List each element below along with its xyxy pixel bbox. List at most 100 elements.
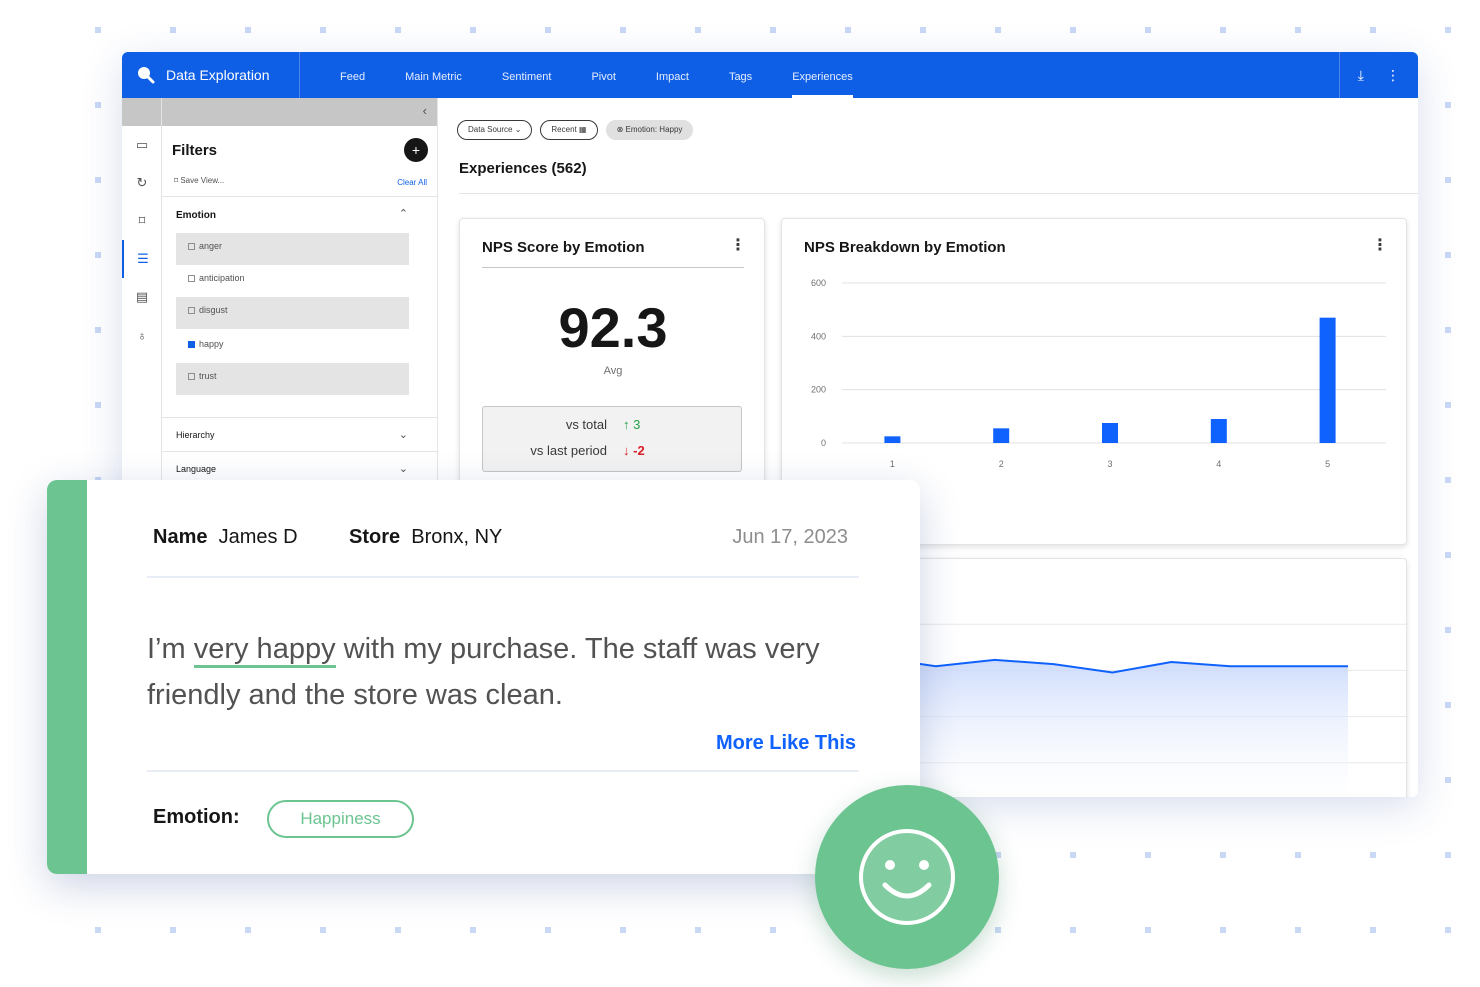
nav-impact[interactable]: Impact <box>655 71 689 83</box>
background-dot <box>995 27 1001 33</box>
vs-last-period-value: -2 <box>633 443 645 458</box>
review-accent-bar <box>47 480 87 874</box>
experiences-title: Experiences (562) <box>459 160 587 177</box>
recent-dropdown[interactable]: Recent ▦ <box>540 120 598 140</box>
divider <box>482 267 744 268</box>
bar <box>1319 317 1336 443</box>
nps-breakdown-bar-chart: 0 200 400 600 1 2 3 4 5 <box>811 278 1386 469</box>
overflow-menu-icon[interactable]: ⋮ <box>1372 237 1388 254</box>
name-label: Name <box>153 526 208 548</box>
x-tick-label: 5 <box>1325 459 1330 469</box>
emotion-section-label: Emotion <box>176 210 216 221</box>
checkbox[interactable] <box>188 275 195 282</box>
divider <box>147 770 859 772</box>
history-icon[interactable]: ↻ <box>136 175 148 190</box>
review-date: Jun 17, 2023 <box>732 526 848 548</box>
checkbox[interactable] <box>188 243 195 250</box>
hierarchy-filter-section[interactable]: Hierarchy ⌄ <box>162 418 438 452</box>
pin-icon[interactable]: ♁ <box>137 327 147 343</box>
chevron-left-icon[interactable]: ‹ <box>422 103 427 118</box>
background-dot <box>1445 777 1451 783</box>
top-actions: ⤓ ⋮ <box>1338 52 1418 98</box>
filter-option-happy[interactable]: happy <box>176 331 409 363</box>
background-dot <box>770 27 776 33</box>
chevron-down-icon[interactable]: ⌄ <box>398 463 408 475</box>
background-dot <box>845 27 851 33</box>
y-tick-label: 400 <box>811 331 826 341</box>
sliders-icon[interactable]: ☰ <box>122 240 162 278</box>
nps-card-title: NPS Score by Emotion <box>482 239 645 256</box>
filters-title: Filters <box>172 142 218 159</box>
review-text: I’m very happy with my purchase. The sta… <box>147 626 847 718</box>
background-dot <box>395 27 401 33</box>
background-dot <box>1295 927 1301 933</box>
search-icon <box>138 67 155 84</box>
y-tick-label: 200 <box>811 385 826 395</box>
clear-all-link[interactable]: Clear All <box>397 178 427 187</box>
bar <box>1210 419 1227 443</box>
save-view-link[interactable]: ⌑ Save View... <box>174 176 224 185</box>
filter-option-anger[interactable]: anger <box>176 233 409 265</box>
more-like-this-link[interactable]: More Like This <box>715 732 856 754</box>
background-dot <box>395 927 401 933</box>
background-dot <box>1445 627 1451 633</box>
review-name: Name James D <box>153 526 298 549</box>
data-source-label: Data Source <box>468 125 513 134</box>
vs-total-value: 3 <box>633 417 641 432</box>
nav-pivot[interactable]: Pivot <box>591 71 616 83</box>
store-label: Store <box>349 526 401 548</box>
background-dot <box>920 27 926 33</box>
background-dot <box>1070 852 1076 858</box>
background-dot <box>1220 27 1226 33</box>
nav-tags[interactable]: Tags <box>728 71 753 83</box>
divider <box>459 193 1418 194</box>
background-dot <box>770 927 776 933</box>
background-dot <box>320 927 326 933</box>
x-tick-label: 3 <box>1107 459 1112 469</box>
dashboard-icon[interactable]: ▤ <box>135 289 149 304</box>
background-dot <box>1070 27 1076 33</box>
chevron-down-icon[interactable]: ⌄ <box>398 429 408 441</box>
background-dot <box>1145 852 1151 858</box>
background-dot <box>95 177 101 183</box>
emotion-filter-tag[interactable]: ⊗ Emotion: Happy <box>605 120 694 140</box>
download-icon[interactable]: ⤓ <box>1357 66 1364 83</box>
checkbox[interactable] <box>188 307 195 314</box>
background-dot <box>1070 927 1076 933</box>
checkbox-checked[interactable] <box>188 341 195 348</box>
nav-experiences[interactable]: Experiences <box>792 52 853 98</box>
close-icon[interactable]: ⊗ <box>616 125 626 134</box>
brand[interactable]: Data Exploration <box>122 52 300 98</box>
overflow-menu-icon[interactable]: ⋮ <box>730 237 746 254</box>
data-source-dropdown[interactable]: Data Source ⌄ <box>457 120 533 140</box>
background-dot <box>1445 552 1451 558</box>
recent-label: Recent <box>551 125 577 134</box>
filter-option-trust[interactable]: trust <box>176 363 409 395</box>
background-dot <box>95 102 101 108</box>
background-dot <box>695 927 701 933</box>
background-dot <box>470 927 476 933</box>
nav-main-metric[interactable]: Main Metric <box>405 71 462 83</box>
nav-sentiment[interactable]: Sentiment <box>501 71 552 83</box>
background-dot <box>1445 477 1451 483</box>
x-tick-label: 2 <box>999 459 1004 469</box>
filter-tags: Data Source ⌄ Recent ▦ ⊗ Emotion: Happy <box>457 120 694 140</box>
checkbox[interactable] <box>188 373 195 380</box>
filter-option-anticipation[interactable]: anticipation <box>176 265 409 297</box>
review-store: Store Bronx, NY <box>349 526 502 549</box>
background-dot <box>1445 927 1451 933</box>
filter-option-disgust[interactable]: disgust <box>176 297 409 329</box>
overflow-menu-icon[interactable]: ⋮ <box>1386 66 1400 83</box>
nav-feed[interactable]: Feed <box>340 71 366 83</box>
background-dot <box>1370 852 1376 858</box>
background-dot <box>95 27 101 33</box>
main-nav: Feed Main Metric Sentiment Pivot Impact … <box>340 52 893 98</box>
background-dot <box>320 27 326 33</box>
background-dot <box>95 402 101 408</box>
bookmark-icon[interactable]: ⌑ <box>138 213 146 228</box>
folder-icon[interactable]: ▭ <box>135 137 149 152</box>
filter-option-label: anticipation <box>199 273 245 283</box>
chevron-up-icon[interactable]: ⌃ <box>398 208 408 220</box>
add-filter-button[interactable]: + <box>404 138 428 162</box>
y-tick-label: 600 <box>811 278 826 288</box>
